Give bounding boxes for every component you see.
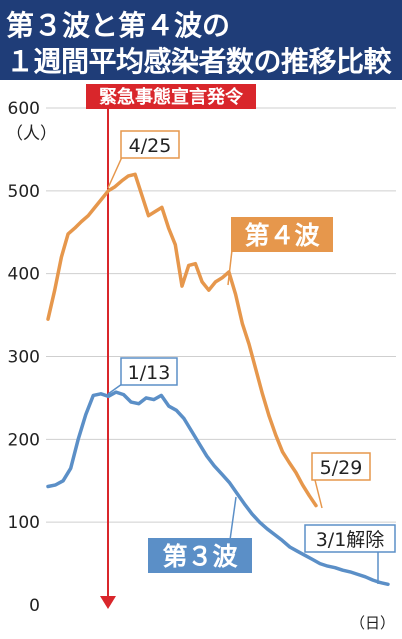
y-tick-label-0: 0: [29, 596, 40, 616]
wave4-end-callout-leader: [314, 479, 323, 509]
wave4-end-label: 5/29: [320, 457, 363, 479]
chart-title: 第３波と第４波の １週間平均感染者数の推移比較: [0, 0, 402, 80]
emergency-marker-arrowhead: [100, 596, 116, 609]
series-line-wave4: [46, 172, 318, 508]
wave3-name-leader: [229, 496, 237, 541]
wave3-peak-label: 1/13: [128, 362, 171, 384]
wave3-peak-callout-box: [120, 357, 178, 386]
x-axis-label: （日）: [350, 614, 395, 632]
y-tick-label-400: 400: [8, 265, 40, 285]
y-tick-label-100: 100: [8, 513, 40, 533]
wave3-name-label: 第３波: [162, 542, 238, 571]
title-line-1: 第３波と第４波の: [6, 9, 231, 42]
wave3-name-box: [148, 538, 252, 573]
wave3-end-callout-box: [304, 524, 396, 553]
series-line-wave3: [46, 390, 390, 587]
wave4-name-leader: [227, 249, 233, 286]
wave4-name-box: [231, 217, 333, 252]
title-line-2: １週間平均感染者数の推移比較: [6, 45, 392, 78]
emergency-label: 緊急事態宣言発令: [99, 86, 244, 108]
y-tick-labels: 0 100 200 300 400 500 600: [8, 99, 40, 616]
wave3-end-label: 3/1解除: [316, 529, 385, 551]
wave4-peak-label: 4/25: [129, 135, 172, 157]
emergency-label-box: [86, 84, 256, 109]
y-tick-label-600: 600: [8, 99, 40, 119]
y-axis-label: （人）: [6, 124, 57, 144]
line-chart: 0 100 200 300 400 500 600 （人） （日） 緊急事態宣言発令 4/2…: [6, 84, 396, 632]
series-lines: [46, 172, 390, 587]
wave3-peak-callout-leader: [107, 383, 123, 395]
y-tick-label-500: 500: [8, 182, 40, 202]
wave4-peak-callout-box: [120, 130, 180, 159]
wave4-peak-callout-leader: [107, 156, 123, 189]
y-tick-label-200: 200: [8, 430, 40, 450]
wave4-end-callout-box: [311, 452, 371, 481]
y-tick-label-300: 300: [8, 348, 40, 368]
wave4-name-label: 第４波: [244, 221, 320, 250]
